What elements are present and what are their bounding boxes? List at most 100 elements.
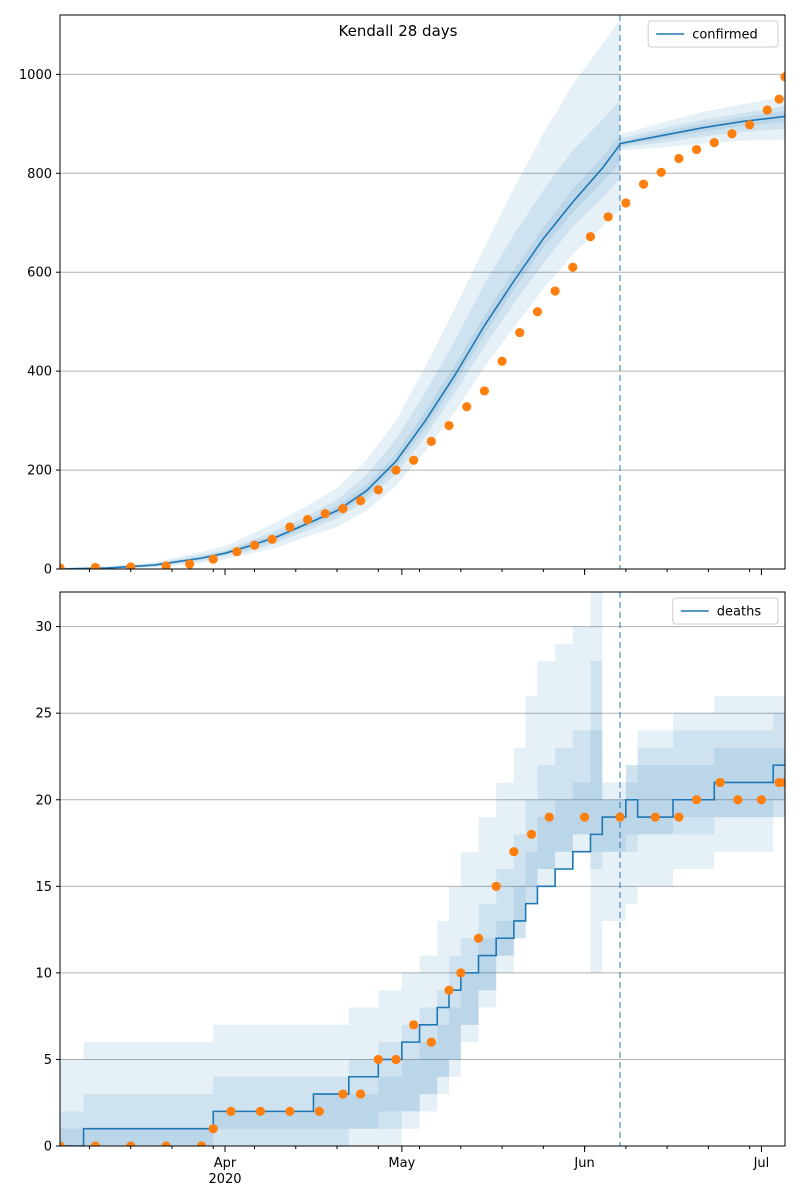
observed-point xyxy=(196,1141,207,1146)
observed-point xyxy=(650,812,660,822)
observed-point xyxy=(774,94,784,104)
observed-point xyxy=(255,1106,266,1116)
observed-point xyxy=(409,1020,419,1030)
legend-entry-label: deaths xyxy=(717,605,762,620)
model-line-deaths xyxy=(60,764,785,1146)
observed-point xyxy=(126,562,136,569)
observed-point xyxy=(568,262,578,272)
model-line-confirmed xyxy=(60,115,785,569)
y-tick-label: 400 xyxy=(27,365,52,380)
observed-point xyxy=(473,933,484,943)
observed-point xyxy=(709,138,719,148)
uncertainty-band-2 xyxy=(60,110,785,569)
x-year-label: 2020 xyxy=(208,1172,241,1187)
observed-point xyxy=(232,547,242,557)
observed-point xyxy=(615,812,625,822)
observed-point xyxy=(691,795,702,805)
observed-point xyxy=(727,129,737,139)
observed-point xyxy=(715,777,725,788)
observed-point xyxy=(674,812,684,822)
observed-point xyxy=(515,327,525,338)
observed-point xyxy=(90,562,100,569)
observed-point xyxy=(267,534,277,544)
x-tick-label: Apr xyxy=(214,1156,237,1171)
observed-point xyxy=(426,1037,436,1047)
axes-frame xyxy=(59,14,786,570)
observed-point xyxy=(185,559,195,569)
observed-point xyxy=(373,1054,383,1065)
observed-point xyxy=(338,504,348,514)
observed-point xyxy=(126,1141,136,1146)
observed-point xyxy=(745,120,755,130)
y-tick-label: 30 xyxy=(35,620,52,635)
observed-point xyxy=(60,1141,65,1146)
y-tick-label: 20 xyxy=(35,793,52,808)
observed-point xyxy=(456,968,466,978)
observed-point xyxy=(585,232,596,242)
observed-point xyxy=(479,386,489,396)
observed-point xyxy=(444,985,454,995)
figure-title: Kendall 28 days xyxy=(339,22,458,40)
observed-point xyxy=(509,847,519,857)
observed-point xyxy=(208,1124,218,1134)
observed-point xyxy=(391,465,401,475)
observed-point xyxy=(733,795,743,805)
plot-area xyxy=(60,15,785,569)
observed-point xyxy=(249,540,260,550)
observed-point xyxy=(338,1089,348,1099)
x-tick-label: Jul xyxy=(753,1156,770,1171)
observed-point xyxy=(780,72,785,82)
observed-point xyxy=(208,554,218,564)
observed-point xyxy=(550,286,560,296)
observed-point xyxy=(356,1089,366,1099)
observed-point xyxy=(491,881,501,891)
y-tick-label: 0 xyxy=(44,1140,52,1155)
observed-point xyxy=(373,485,383,495)
observed-point xyxy=(356,496,366,506)
observed-point xyxy=(638,179,649,189)
observed-point xyxy=(691,144,702,155)
observed-point xyxy=(161,561,171,569)
observed-point xyxy=(603,212,613,222)
y-tick-label: 0 xyxy=(44,563,52,578)
legend: deaths xyxy=(672,597,779,625)
uncertainty-band-0 xyxy=(60,19,785,569)
observed-point xyxy=(497,356,507,366)
observed-point xyxy=(526,829,537,839)
observed-point xyxy=(621,198,631,208)
uncertainty-band-1 xyxy=(60,661,785,1146)
observed-point xyxy=(226,1106,236,1116)
y-tick-label: 15 xyxy=(35,880,52,895)
observed-point xyxy=(314,1106,324,1116)
y-tick-label: 25 xyxy=(35,707,52,722)
plot-area xyxy=(60,592,785,1146)
y-tick-label: 600 xyxy=(27,266,52,281)
observed-point xyxy=(756,795,767,805)
uncertainty-band-0 xyxy=(60,592,785,1146)
observed-point xyxy=(762,105,772,115)
observed-point xyxy=(302,514,313,525)
observed-point xyxy=(544,812,554,822)
uncertainty-band-2 xyxy=(60,730,785,1146)
y-tick-label: 800 xyxy=(27,167,52,182)
observed-point xyxy=(320,508,330,519)
confirmed-panel: 0 200 400 600 800 1000 confirmed xyxy=(19,14,786,578)
legend: confirmed xyxy=(647,20,779,48)
observed-point xyxy=(90,1141,100,1146)
observed-point xyxy=(780,777,785,788)
observed-point xyxy=(285,522,295,532)
observed-point xyxy=(674,153,684,164)
observed-point xyxy=(462,402,472,412)
observed-point xyxy=(285,1106,295,1116)
legend-box xyxy=(672,597,779,625)
observed-point xyxy=(444,420,454,431)
observed-point xyxy=(60,563,65,569)
y-tick-label: 200 xyxy=(27,464,52,479)
observed-point xyxy=(391,1054,401,1065)
legend-entry-label: confirmed xyxy=(692,28,758,43)
observed-point xyxy=(656,167,666,177)
observed-point xyxy=(579,812,590,822)
legend-box xyxy=(647,20,779,48)
observed-point xyxy=(532,307,543,317)
